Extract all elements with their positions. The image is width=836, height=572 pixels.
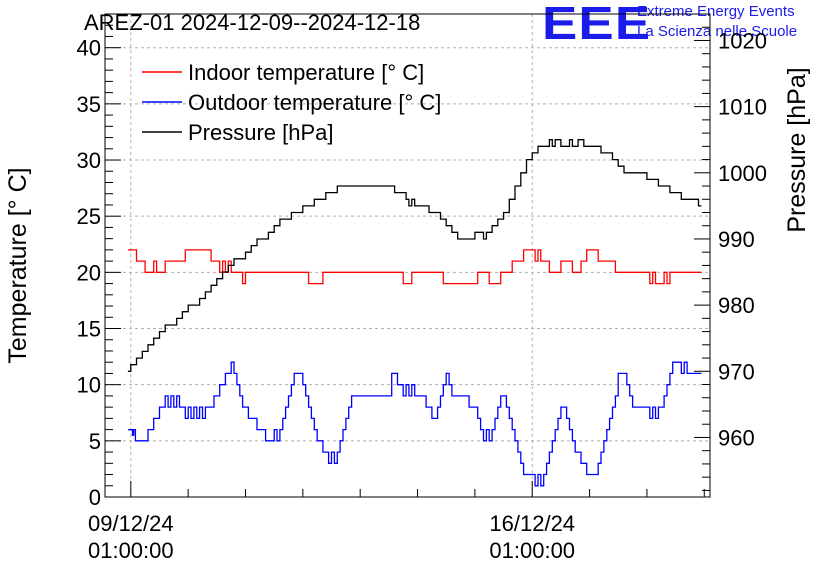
y-tick-label: 40 [77,36,101,61]
ticks-group: 0 5 10 15 20 25 30 35 40 960 970 980 990 1000 1010 1020… [77,13,767,563]
series-group [127,139,702,487]
y-tick-label: 10 [77,373,101,398]
y-axis-label: Temperature [° C] [4,167,32,363]
y-tick-label: 0 [89,485,101,510]
x-tick-label-date: 09/12/24 [88,511,174,536]
grid [105,14,710,497]
y2-tick-label: 980 [718,293,755,318]
y2-tick-label: 970 [718,359,755,384]
y-tick-label: 15 [77,317,101,342]
series-line-2 [127,139,702,372]
legend-label-2: Pressure [hPa] [188,120,334,145]
eee-logo: EEE [542,0,652,49]
y-tick-label: 35 [77,92,101,117]
x-tick-label-date: 16/12/24 [489,511,575,536]
y2-tick-label: 1020 [718,28,767,53]
y-tick-label: 30 [77,148,101,173]
y2-tick-label: 990 [718,227,755,252]
legend: Indoor temperature [° C] Outdoor temperat… [142,60,441,145]
y2-tick-label: 1000 [718,161,767,186]
y-tick-label: 5 [89,429,101,454]
y-tick-label: 20 [77,260,101,285]
x-tick-label-time: 01:00:00 [489,538,575,563]
y2-tick-label: 1010 [718,95,767,120]
plot-frame [104,13,711,498]
series-line-0 [127,249,702,285]
y2-tick-label: 960 [718,425,755,450]
legend-label-1: Outdoor temperature [° C] [188,90,441,115]
y2-axis-label: Pressure [hPa] [783,67,811,232]
series-line-1 [127,361,702,487]
org-name-line2: La Scienza nelle Scuole [637,23,798,40]
x-tick-label-time: 01:00:00 [88,538,174,563]
legend-label-0: Indoor temperature [° C] [188,60,424,85]
y-tick-label: 25 [77,204,101,229]
org-name-line1: Extreme Energy Events [637,3,795,20]
